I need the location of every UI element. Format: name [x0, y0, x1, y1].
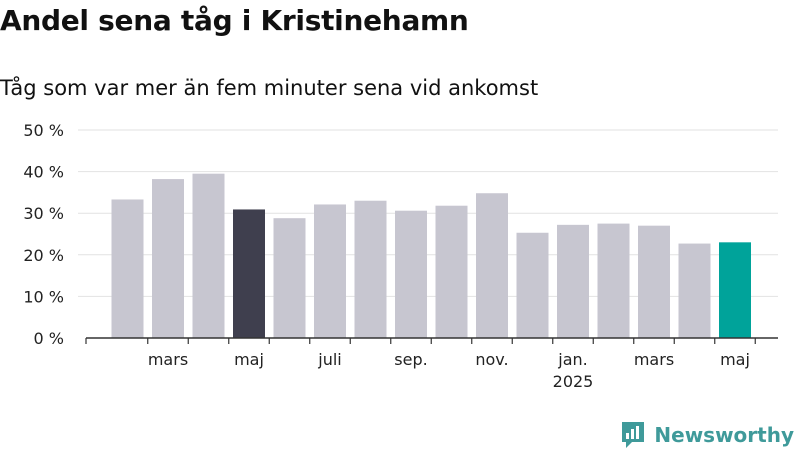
- x-tick-label: sep.: [394, 350, 427, 369]
- bar-2025-03: [638, 225, 670, 338]
- brand-logo: Newsworthy: [620, 420, 794, 450]
- x-tick-label: juli: [317, 350, 341, 369]
- x-tick-label: mars: [148, 350, 188, 369]
- bar-2025-04: [678, 243, 711, 338]
- x-tick-label: mars: [634, 350, 674, 369]
- y-tick-labels: 0 % 10 % 20 % 30 % 40 % 50 %: [23, 121, 64, 348]
- y-tick-label: 40 %: [23, 163, 64, 182]
- bar-2025-01: [557, 224, 589, 338]
- bar-2024-11: [476, 193, 508, 338]
- brand-name: Newsworthy: [654, 423, 794, 447]
- newsworthy-logo-icon: [622, 422, 645, 448]
- bar-2024-04: [192, 173, 225, 338]
- bar-2024-05: [233, 209, 265, 338]
- y-tick-label: 10 %: [23, 287, 64, 306]
- bar-2024-08: [354, 200, 387, 338]
- chart-subtitle: Tåg som var mer än fem minuter sena vid …: [0, 76, 539, 100]
- y-tick-label: 30 %: [23, 204, 64, 223]
- bar-2024-10: [435, 205, 468, 338]
- bar-2024-12: [516, 232, 549, 338]
- bar-2025-02: [597, 223, 630, 338]
- x-axis: [85, 337, 778, 344]
- x-tick-sublabel: 2025: [553, 372, 594, 391]
- x-tick-labels: mars maj juli sep. nov. jan. 2025 mars maj: [148, 350, 750, 391]
- bar-2025-05: [719, 242, 751, 338]
- x-tick-label: maj: [234, 350, 264, 369]
- bar-2024-03: [152, 179, 184, 338]
- bar-2024-07: [314, 204, 346, 338]
- bar-2024-06: [273, 218, 306, 338]
- bar-2024-02: [111, 199, 144, 338]
- y-tick-label: 20 %: [23, 246, 64, 265]
- x-tick-label: maj: [720, 350, 750, 369]
- bar-2024-09: [395, 210, 427, 338]
- y-tick-label: 0 %: [34, 329, 64, 348]
- bar-chart: 0 % 10 % 20 % 30 % 40 % 50 % mars maj juli sep. n…: [23, 121, 778, 391]
- y-tick-label: 50 %: [23, 121, 64, 140]
- x-tick-label: jan.: [557, 350, 587, 369]
- chart-title: Andel sena tåg i Kristinehamn: [0, 4, 469, 37]
- x-tick-label: nov.: [475, 350, 508, 369]
- bars: [111, 173, 751, 338]
